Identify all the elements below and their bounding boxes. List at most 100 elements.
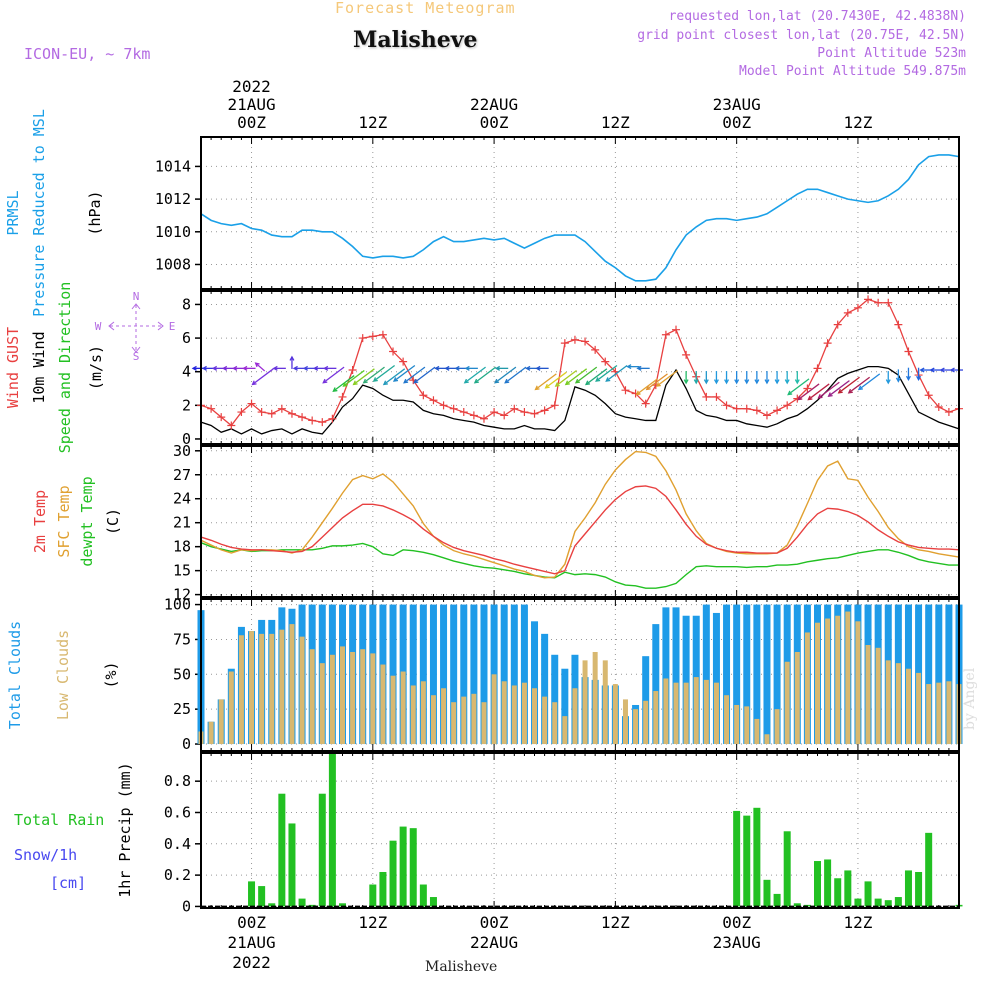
low-cloud-bar: [703, 679, 709, 745]
y-tick-label: 24: [173, 490, 191, 508]
low-cloud-bar: [208, 721, 214, 745]
wind-arrow-shaft: [535, 373, 557, 390]
low-cloud-bar: [390, 675, 396, 745]
rain-bar: [369, 884, 377, 907]
wind-arrow: [949, 367, 963, 373]
low-cloud-bar: [218, 699, 224, 745]
wind-panel: 0 2 4 6 8: [182, 291, 959, 448]
y-tick-label: 0.6: [164, 803, 191, 821]
wind-arrow: [534, 373, 557, 391]
wind-arrow: [342, 369, 365, 387]
gust-marker: [247, 399, 256, 408]
rain-bar: [814, 861, 822, 907]
wind-arrow: [847, 376, 871, 394]
wind-arrow: [713, 371, 719, 385]
wind-arrow: [554, 369, 577, 387]
y-tick-label: 75: [173, 630, 191, 648]
wind-arrow-head: [251, 380, 257, 386]
wind-arrow: [362, 366, 385, 384]
wind-arrow-head: [382, 380, 388, 386]
gust-marker: [823, 339, 832, 348]
y-tick-label: 0: [182, 735, 191, 753]
wind-arrow-shaft: [585, 368, 608, 385]
wind-arrow-head: [797, 395, 803, 401]
low-cloud-bar: [238, 635, 244, 745]
compass-s-label: S: [133, 350, 140, 363]
rain-bar: [298, 898, 306, 907]
wind-arrow-head: [434, 365, 440, 371]
wind-arrow-head: [292, 365, 298, 371]
y-tick-label: 0.4: [164, 835, 191, 853]
wind-arrow: [272, 365, 286, 371]
wind-arrow-head: [494, 365, 501, 371]
low-cloud-bar: [804, 632, 810, 745]
rain-bar: [844, 870, 852, 907]
low-cloud-bar: [410, 685, 416, 745]
top-time-label: 00Z: [237, 113, 266, 132]
gust-marker: [318, 418, 327, 427]
wind-arrow: [564, 368, 588, 386]
low-cloud-bar: [562, 716, 568, 745]
total-cloud-bar: [682, 615, 690, 745]
gust-marker: [287, 409, 296, 418]
wind-arrow: [464, 365, 478, 371]
rain-bar: [278, 793, 286, 907]
gust-marker: [510, 404, 519, 413]
wind-arrow: [289, 355, 295, 369]
gust-marker: [358, 334, 367, 343]
gust-marker: [641, 399, 650, 408]
gust-marker: [601, 357, 610, 366]
wind-arrow: [463, 366, 486, 384]
compass-n-label: N: [133, 290, 140, 303]
wind-arrow-head: [784, 379, 790, 385]
dewpoint-line: [200, 542, 959, 589]
rain-bar: [318, 793, 326, 907]
wind-arrow-head: [857, 385, 863, 391]
total-cloud-bar: [561, 668, 569, 745]
wind-arrow: [655, 369, 679, 387]
wind-arrow-head: [535, 365, 541, 371]
wind-arrow-shaft: [797, 383, 820, 401]
compass-w-label: W: [95, 320, 102, 333]
wind-arrow: [584, 368, 608, 386]
wind-arrow-head: [774, 379, 780, 385]
gust-marker: [944, 408, 953, 417]
y-axis-label: SFC Temp: [55, 485, 73, 557]
gust-marker: [237, 408, 246, 417]
credit-watermark: by Angel: [962, 667, 978, 730]
gust-marker: [308, 416, 317, 425]
rain-bar: [268, 903, 276, 907]
gust-marker: [581, 337, 590, 346]
gust-marker: [419, 391, 428, 400]
wind-arrow: [734, 371, 740, 385]
wind-arrow-head: [744, 379, 750, 385]
top-time-label: 23AUG: [713, 95, 761, 114]
rain-bar: [894, 897, 902, 907]
wind-arrow-shaft: [255, 362, 266, 372]
wind-arrow: [322, 366, 345, 384]
y-tick-label: 100: [164, 596, 191, 614]
wind-arrow-head: [916, 375, 922, 382]
wind-arrow-head: [655, 382, 661, 387]
gust-marker: [783, 401, 792, 410]
rain-bar: [399, 826, 407, 907]
footer-location: Malisheve: [425, 959, 498, 975]
low-cloud-bar: [643, 700, 649, 745]
low-cloud-bar: [511, 685, 517, 745]
gust-marker: [773, 406, 782, 415]
wind-arrow: [827, 380, 850, 398]
top-time-label: 2022: [232, 77, 271, 96]
gust-marker: [500, 411, 509, 420]
rain-bar: [429, 897, 437, 907]
gust-marker: [530, 409, 539, 418]
total-cloud-bar: [723, 604, 731, 745]
wind-arrow: [574, 366, 598, 384]
top-time-label: 00Z: [722, 113, 751, 132]
wind-arrow: [605, 364, 628, 382]
wind-arrow-head: [929, 367, 935, 373]
gust-marker: [864, 295, 873, 304]
wind-arrow-head: [322, 378, 328, 384]
wind-arrow-head: [403, 378, 409, 384]
low-cloud-bar: [491, 674, 497, 745]
wind-arrow-head: [827, 392, 833, 398]
